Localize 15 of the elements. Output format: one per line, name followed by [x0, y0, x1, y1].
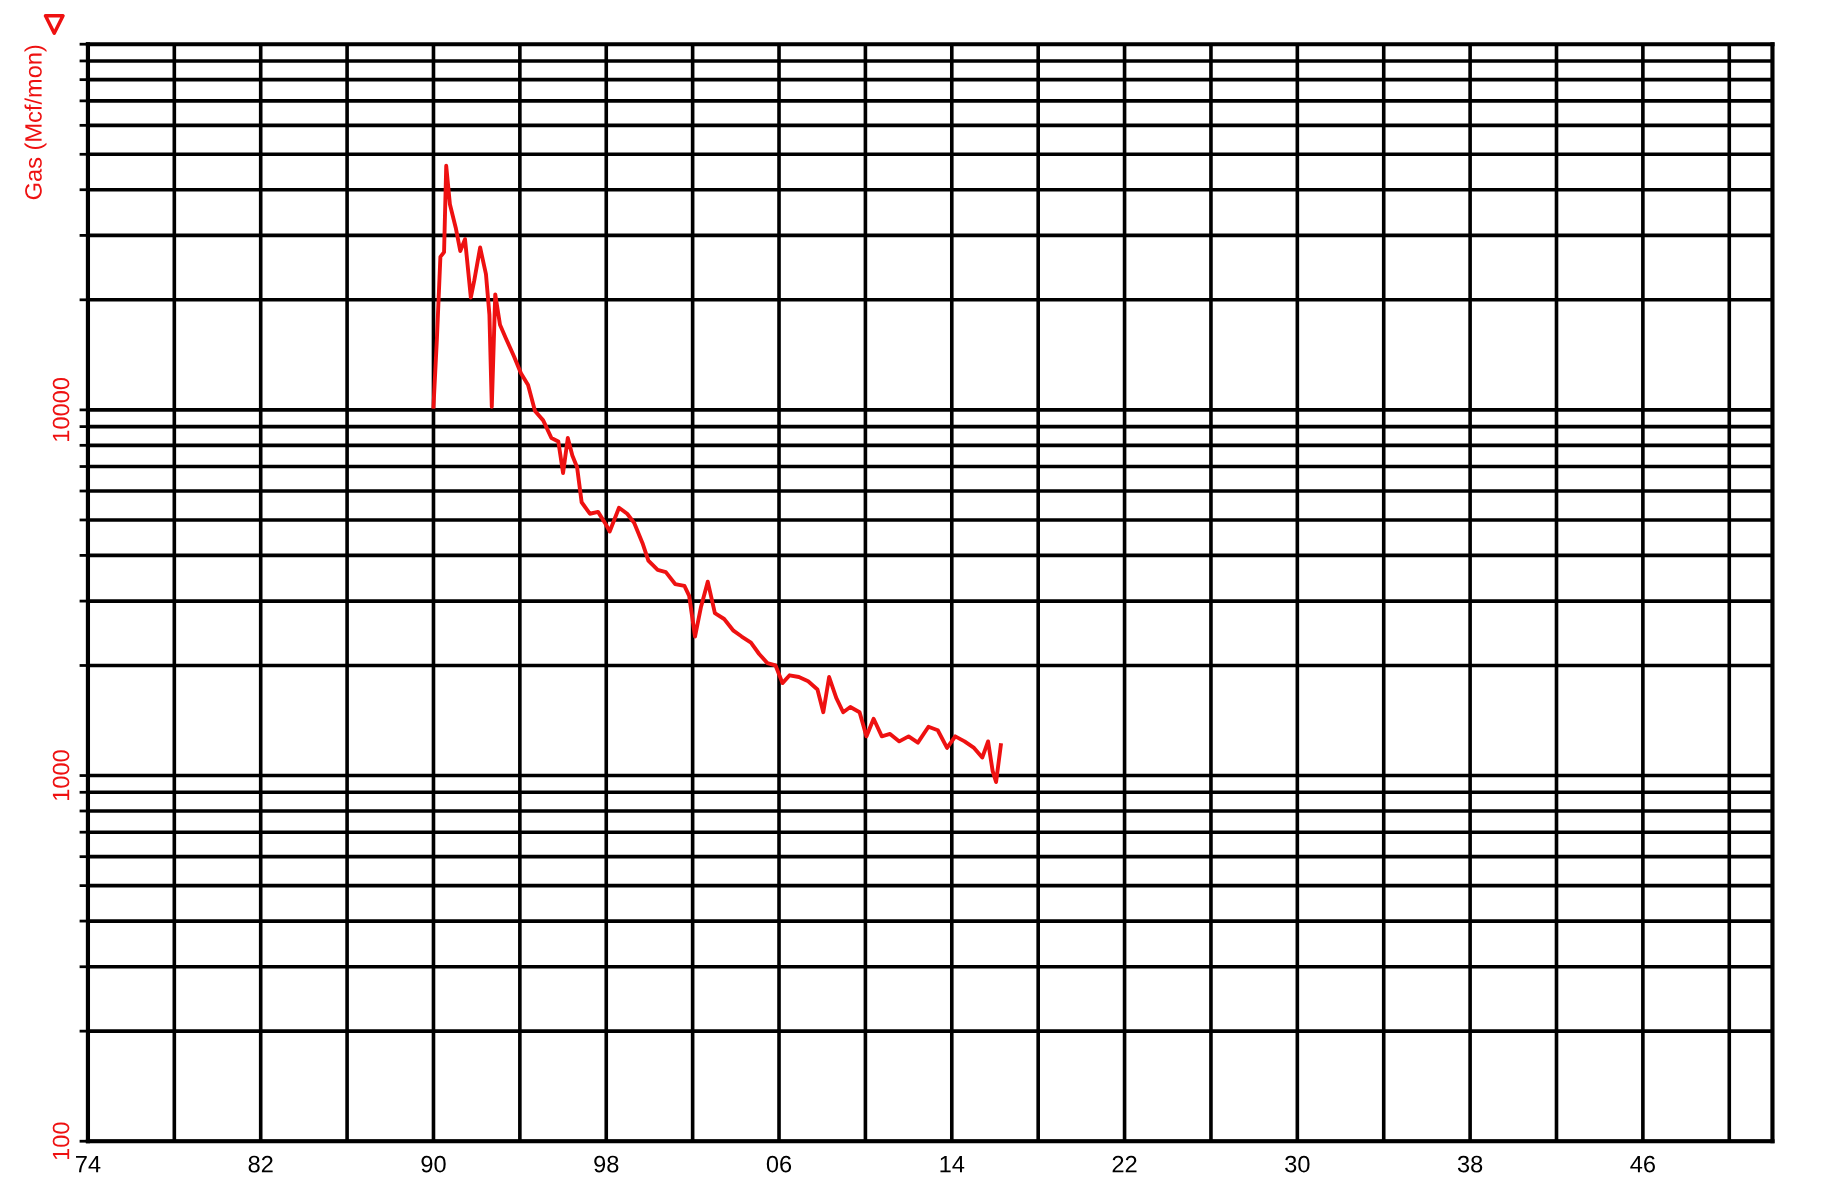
y-tick-label: 100	[52, 1122, 70, 1160]
x-tick-label: 30	[1285, 1155, 1310, 1173]
x-tick-label: 06	[766, 1155, 792, 1173]
y-tick-label: 10000	[52, 377, 70, 441]
y-axis-title: Gas (Mcf/mon)	[24, 45, 47, 200]
y-tick-label: 1000	[52, 750, 70, 801]
x-tick-label: 74	[76, 1155, 101, 1173]
x-tick-label: 82	[248, 1155, 273, 1173]
line-series	[431, 163, 1003, 784]
x-tick-label: 38	[1457, 1155, 1483, 1173]
x-tick-label: 14	[940, 1155, 965, 1173]
x-tick-label: 46	[1630, 1155, 1655, 1173]
x-tick-label: 22	[1112, 1155, 1137, 1173]
x-tick-label: 98	[594, 1155, 619, 1173]
x-tick-label: 90	[421, 1155, 446, 1173]
